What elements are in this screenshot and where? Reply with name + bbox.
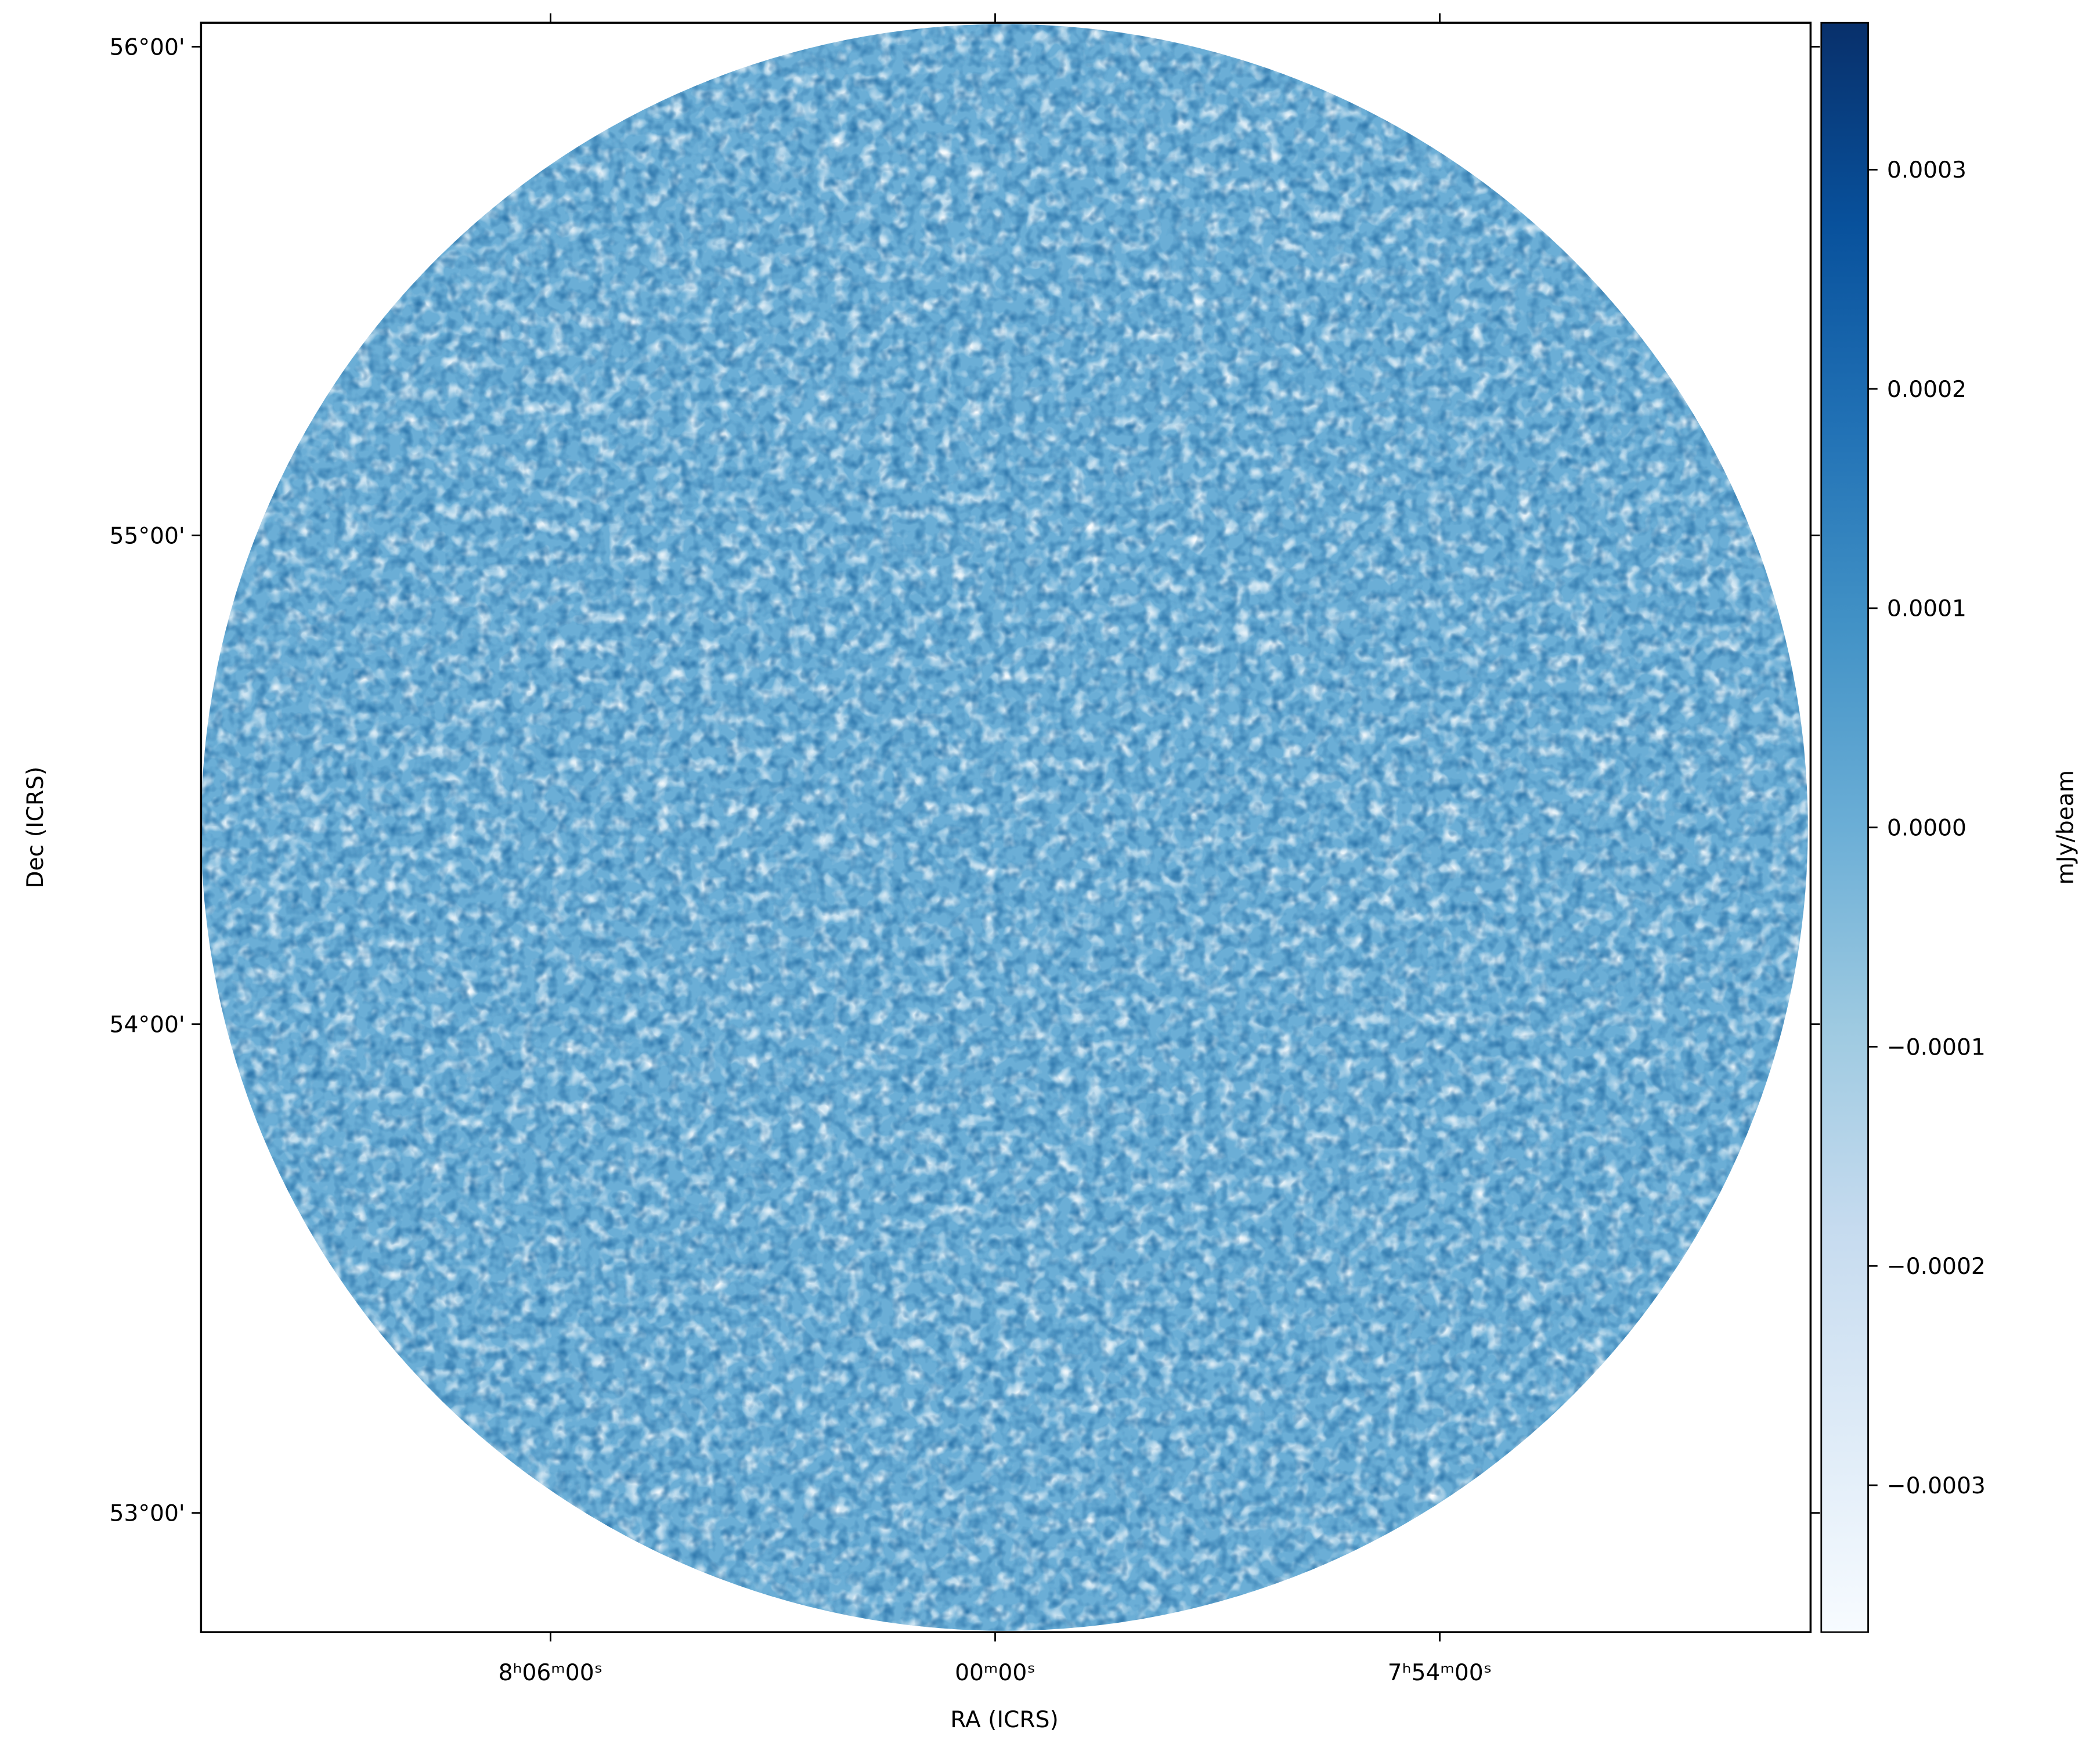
y-tick-label: 54°00' bbox=[110, 1012, 185, 1038]
y-tick-label: 53°00' bbox=[110, 1501, 185, 1527]
y-tick-label: 56°00' bbox=[110, 34, 185, 60]
y-axis-label: Dec (ICRS) bbox=[23, 767, 49, 889]
colorbar bbox=[1820, 21, 1869, 1633]
sky-image bbox=[201, 24, 1808, 1631]
x-tick-label: 7ʰ54ᵐ00ˢ bbox=[1388, 1660, 1492, 1686]
colorbar-tick-label: 0.0001 bbox=[1887, 596, 1967, 622]
x-tick-label: 8ʰ06ᵐ00ˢ bbox=[499, 1660, 603, 1686]
colorbar-tick-label: 0.0003 bbox=[1887, 157, 1967, 183]
x-tick-label: 00ᵐ00ˢ bbox=[955, 1660, 1035, 1686]
x-axis-label: RA (ICRS) bbox=[950, 1707, 1059, 1733]
colorbar-tick-label: 0.0000 bbox=[1887, 815, 1967, 842]
sky-noise-dark bbox=[201, 24, 1808, 1631]
colorbar-tick-label: −0.0001 bbox=[1887, 1034, 1986, 1060]
colorbar-tick-label: −0.0003 bbox=[1887, 1473, 1986, 1499]
y-tick-label: 55°00' bbox=[110, 523, 185, 549]
colorbar-tick-label: 0.0002 bbox=[1887, 377, 1967, 403]
axes-frame bbox=[200, 21, 1812, 1633]
colorbar-tick-label: −0.0002 bbox=[1887, 1254, 1986, 1280]
colorbar-label: mJy/beam bbox=[2052, 770, 2079, 885]
